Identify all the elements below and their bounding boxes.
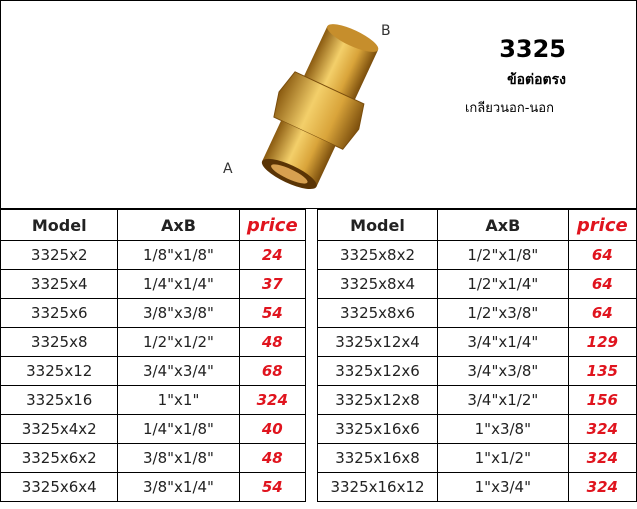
price-cell: 324 — [238, 385, 307, 415]
model-cell: 3325x12 — [0, 356, 119, 386]
price-cell: 64 — [567, 269, 637, 299]
price-cell: 135 — [567, 356, 637, 386]
price-cell: 324 — [567, 443, 637, 473]
model-cell: 3325x6x2 — [0, 443, 119, 473]
size-cell: 3/8"x1/8" — [117, 443, 240, 473]
price-cell: 48 — [238, 443, 307, 473]
product-image — [261, 24, 379, 190]
price-cell: 24 — [238, 240, 307, 270]
row: 3325x8x4 1/2"x1/4" 64 — [317, 269, 637, 299]
model-cell: 3325x4 — [0, 269, 119, 299]
price-cell: 156 — [567, 385, 637, 415]
model-cell: 3325x8x4 — [317, 269, 438, 299]
row: 3325x12 3/4"x3/4" 68 — [0, 356, 307, 386]
price-cell: 129 — [567, 327, 637, 357]
row: 3325x2 1/8"x1/8" 24 — [0, 240, 307, 270]
size-cell: 1"x1" — [117, 385, 240, 415]
model-cell: 3325x8x6 — [317, 298, 438, 328]
title: 3325 — [499, 35, 566, 63]
row: 3325x8x2 1/2"x1/8" 64 — [317, 240, 637, 270]
row: 3325x6x4 3/8"x1/4" 54 — [0, 472, 307, 502]
model-cell: 3325x16x12 — [317, 472, 438, 502]
size-cell: 1/2"x1/4" — [437, 269, 569, 299]
size-cell: 3/4"x1/2" — [437, 385, 569, 415]
fitting — [261, 24, 379, 190]
product-header: B A 3325 ข้อต่อตรง เกลียวนอก-นอก — [0, 0, 637, 209]
size-cell: 3/4"x3/8" — [437, 356, 569, 386]
row: 3325x8x6 1/2"x3/8" 64 — [317, 298, 637, 328]
size-cell: 1/2"x1/8" — [437, 240, 569, 270]
price-table: Model AxB price 3325x2 1/8"x1/8" 24 3325x4 1/4"… — [0, 209, 307, 502]
size-cell: 1/2"x1/2" — [117, 327, 240, 357]
row: 3325x8 1/2"x1/2" 48 — [0, 327, 307, 357]
header-row: Model AxB price — [0, 209, 307, 241]
size-cell: 3/8"x3/8" — [117, 298, 240, 328]
model-cell: 3325x2 — [0, 240, 119, 270]
model-cell: 3325x12x4 — [317, 327, 438, 357]
price-cell: 40 — [238, 414, 307, 444]
model-cell: 3325x8x2 — [317, 240, 438, 270]
row: 3325x12x4 3/4"x1/4" 129 — [317, 327, 637, 357]
column-header: Model — [0, 209, 119, 241]
price-cell: 37 — [238, 269, 307, 299]
size-cell: 3/8"x1/4" — [117, 472, 240, 502]
price-table: Model AxB price 3325x8x2 1/2"x1/8" 64 3325x8x4… — [317, 209, 637, 502]
price-cell: 64 — [567, 240, 637, 270]
price-cell: 54 — [238, 472, 307, 502]
price-cell: 324 — [567, 414, 637, 444]
size-cell: 1/2"x3/8" — [437, 298, 569, 328]
subtitle: ข้อต่อตรง — [507, 72, 566, 88]
column-header: AxB — [437, 209, 569, 241]
column-header: AxB — [117, 209, 240, 241]
size-cell: 1"x1/2" — [437, 443, 569, 473]
model-cell: 3325x6x4 — [0, 472, 119, 502]
description: เกลียวนอก-นอก — [464, 101, 554, 116]
model-cell: 3325x12x6 — [317, 356, 438, 386]
size-cell: 3/4"x1/4" — [437, 327, 569, 357]
size-cell: 1/8"x1/8" — [117, 240, 240, 270]
model-cell: 3325x4x2 — [0, 414, 119, 444]
row: 3325x12x6 3/4"x3/8" 135 — [317, 356, 637, 386]
price-cell: 54 — [238, 298, 307, 328]
row: 3325x4 1/4"x1/4" 37 — [0, 269, 307, 299]
price-cell: 48 — [238, 327, 307, 357]
size-cell: 1"x3/4" — [437, 472, 569, 502]
column-header: price — [238, 209, 307, 241]
header-row: Model AxB price — [317, 209, 637, 241]
model-cell: 3325x16 — [0, 385, 119, 415]
price-cell: 64 — [567, 298, 637, 328]
row: 3325x16x12 1"x3/4" 324 — [317, 472, 637, 502]
row: 3325x12x8 3/4"x1/2" 156 — [317, 385, 637, 415]
row: 3325x16x6 1"x3/8" 324 — [317, 414, 637, 444]
column-header: Model — [317, 209, 438, 241]
label-a: A — [223, 161, 233, 177]
row: 3325x6x2 3/8"x1/8" 48 — [0, 443, 307, 473]
label-b: B — [381, 23, 391, 39]
model-cell: 3325x8 — [0, 327, 119, 357]
row: 3325x16x8 1"x1/2" 324 — [317, 443, 637, 473]
row: 3325x6 3/8"x3/8" 54 — [0, 298, 307, 328]
model-cell: 3325x6 — [0, 298, 119, 328]
row: 3325x4x2 1/4"x1/8" 40 — [0, 414, 307, 444]
price-cell: 68 — [238, 356, 307, 386]
size-cell: 3/4"x3/4" — [117, 356, 240, 386]
price-cell: 324 — [567, 472, 637, 502]
row: 3325x16 1"x1" 324 — [0, 385, 307, 415]
model-cell: 3325x16x8 — [317, 443, 438, 473]
model-cell: 3325x12x8 — [317, 385, 438, 415]
size-cell: 1/4"x1/4" — [117, 269, 240, 299]
size-cell: 1"x3/8" — [437, 414, 569, 444]
column-header: price — [567, 209, 637, 241]
model-cell: 3325x16x6 — [317, 414, 438, 444]
size-cell: 1/4"x1/8" — [117, 414, 240, 444]
